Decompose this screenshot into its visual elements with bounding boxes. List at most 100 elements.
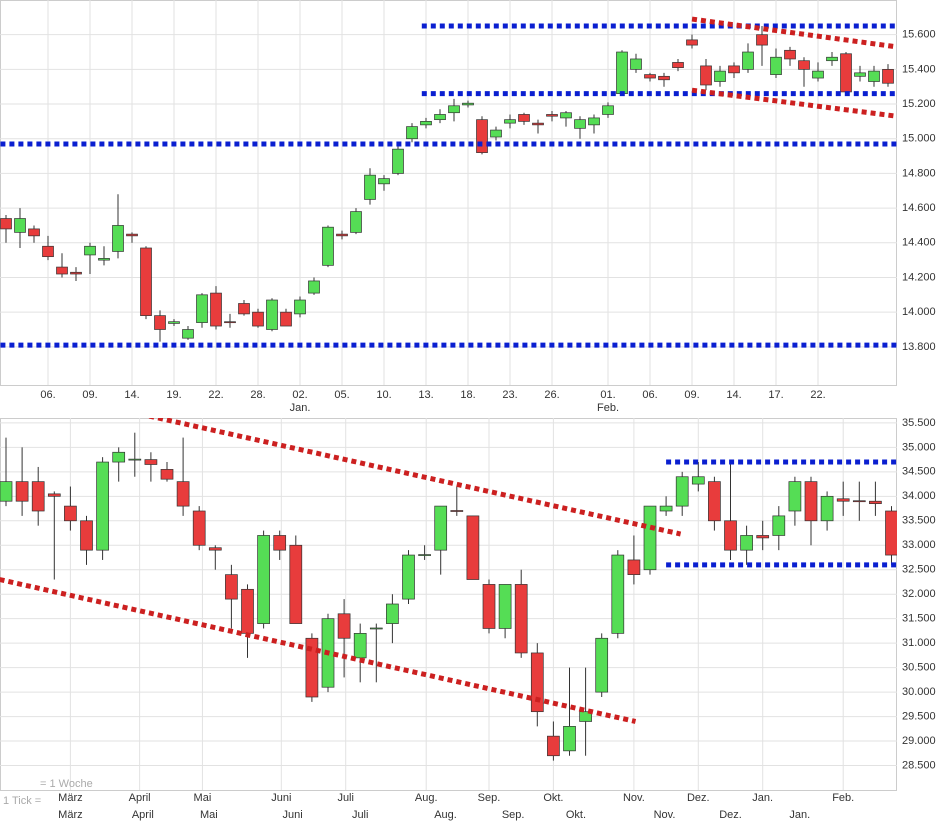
candle-body [70, 271, 82, 275]
y-tick-label: 35.000 [902, 441, 936, 453]
y-tick-label: 14.800 [902, 167, 936, 179]
candle-body [225, 574, 238, 600]
candle-body [644, 74, 656, 79]
candle-body [84, 245, 96, 256]
y-tick-label: 14.400 [902, 237, 936, 249]
x-tick-label: 28. [250, 389, 265, 401]
x-tick-label: 09. [684, 389, 699, 401]
x-tick-label: 05. [334, 389, 349, 401]
x-tick-label: 23. [502, 389, 517, 401]
candle-body [588, 117, 600, 126]
candle-body [498, 584, 512, 629]
candle-body [476, 119, 488, 153]
candle-body [852, 500, 866, 503]
y-tick-label: 15.400 [902, 63, 936, 75]
candle-body [482, 584, 496, 629]
y-tick-label: 32.000 [902, 588, 936, 600]
candle-body [882, 69, 894, 84]
candle-body [168, 321, 180, 324]
candle-body [266, 299, 278, 330]
candle-body [756, 535, 770, 539]
candle-body [112, 225, 124, 252]
y-tick-label: 14.000 [902, 306, 936, 318]
candle-body [840, 53, 852, 93]
candle-body [0, 481, 13, 502]
trendline [691, 87, 897, 119]
candle-body [350, 211, 362, 233]
candle-body [579, 711, 592, 722]
candle-body [308, 280, 320, 294]
x-tick-label: Nov. [623, 792, 645, 804]
y-tick-label: 29.500 [902, 710, 936, 722]
y-tick-label: 35.500 [902, 417, 936, 429]
candle-body [224, 321, 236, 324]
candle-body [47, 493, 61, 497]
x-tick-label: 26. [544, 389, 559, 401]
candle-body [434, 114, 446, 121]
trendline [0, 577, 637, 724]
y-tick-label: 34.500 [902, 466, 936, 478]
candle-body [708, 481, 721, 522]
x-tick-label: März [58, 792, 82, 804]
candle-body [602, 105, 614, 115]
candle-body [798, 60, 810, 70]
candle-body [658, 75, 670, 81]
candle-body [434, 505, 448, 551]
x-tick-label: 18. [460, 389, 475, 401]
candle-body [643, 505, 657, 571]
x-tick-label: Okt. [566, 809, 586, 821]
candle-body [14, 218, 26, 233]
candle-body [546, 114, 558, 117]
candle-body [336, 233, 348, 237]
candle-body [392, 148, 404, 174]
candle-body [868, 70, 880, 82]
y-tick-label: 30.000 [902, 686, 936, 698]
x-tick-label: 14. [726, 389, 741, 401]
candle-body [574, 119, 586, 129]
y-tick-label: 14.200 [902, 271, 936, 283]
candle-body [563, 726, 576, 752]
candle-body [273, 535, 287, 551]
x-tick-label: Sep. [502, 809, 525, 821]
x-tick-label: Jan. [290, 402, 311, 414]
candle-body [724, 520, 737, 551]
y-tick-label: 34.000 [902, 490, 936, 502]
x-tick-label: Mai [194, 792, 212, 804]
y-tick-label: 15.000 [902, 133, 936, 145]
candle-body [378, 178, 390, 185]
candle-body [420, 121, 432, 126]
candle-body [140, 247, 152, 316]
candle-body [504, 119, 516, 124]
candle-body [402, 554, 415, 600]
x-tick-label: Mai [200, 809, 218, 821]
x-tick-label: 22. [208, 389, 223, 401]
candle-body [611, 554, 625, 634]
candle-body [788, 481, 802, 512]
candle-body [560, 112, 572, 119]
y-tick-label: 31.000 [902, 637, 936, 649]
candle-body [56, 266, 68, 275]
candle-body [208, 547, 222, 551]
annotation: 1 Tick = [3, 795, 41, 807]
candle-body [659, 505, 673, 512]
candle-body [98, 258, 110, 261]
candle-body [616, 51, 628, 94]
x-tick-label: April [132, 809, 154, 821]
x-tick-label: Dez. [687, 792, 710, 804]
x-tick-label: Okt. [543, 792, 563, 804]
candle-body [820, 495, 834, 522]
candle-body [490, 129, 502, 138]
y-tick-label: 15.200 [902, 98, 936, 110]
x-tick-label: Juni [282, 809, 302, 821]
x-tick-label: 22. [810, 389, 825, 401]
candle-body [772, 515, 786, 536]
candle-body [418, 554, 431, 556]
x-tick-label: Dez. [719, 809, 742, 821]
candle-body [176, 481, 190, 507]
candle-body [672, 62, 684, 68]
candle-body [595, 637, 609, 693]
y-tick-label: 33.000 [902, 539, 936, 551]
candle-body [96, 461, 109, 551]
candle-body [630, 58, 642, 70]
